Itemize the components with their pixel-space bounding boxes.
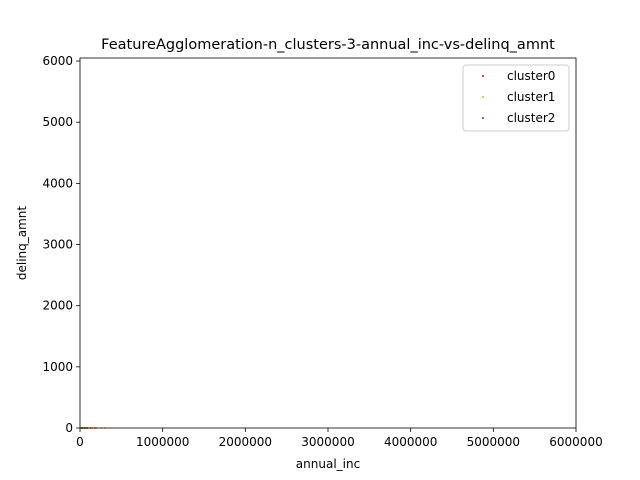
- legend-label-cluster1: cluster1: [507, 90, 555, 104]
- y-axis-label: delinq_amnt: [15, 206, 29, 281]
- legend-marker-cluster2: [482, 117, 484, 119]
- y-tick-label: 1000: [42, 360, 73, 374]
- x-tick-label: 6000000: [549, 435, 602, 449]
- y-tick-label: 0: [65, 421, 73, 435]
- legend-label-cluster0: cluster0: [507, 69, 555, 83]
- x-tick-label: 4000000: [384, 435, 437, 449]
- y-tick-label: 2000: [42, 299, 73, 313]
- y-tick-label: 5000: [42, 115, 73, 129]
- x-tick-label: 2000000: [219, 435, 272, 449]
- y-tick-label: 4000: [42, 176, 73, 190]
- x-tick-label: 0: [76, 435, 84, 449]
- chart-title: FeatureAgglomeration-n_clusters-3-annual…: [101, 37, 555, 53]
- x-tick-label: 5000000: [467, 435, 520, 449]
- data-points: [80, 427, 106, 429]
- legend-label-cluster2: cluster2: [507, 111, 555, 125]
- legend-marker-cluster0: [482, 75, 484, 77]
- legend-box: [462, 64, 570, 132]
- legend-marker-cluster1: [482, 96, 484, 98]
- x-axis-label: annual_inc: [296, 457, 360, 471]
- y-tick-label: 6000: [42, 54, 73, 68]
- legend-entries: cluster0 cluster1 cluster2: [482, 69, 555, 125]
- y-axis-ticks: 0 1000 2000 3000 4000 5000 6000: [42, 54, 80, 435]
- x-axis-ticks: 0 1000000 2000000 3000000 4000000 5000000 6000…: [76, 428, 603, 449]
- x-tick-label: 1000000: [136, 435, 189, 449]
- x-tick-label: 3000000: [301, 435, 354, 449]
- y-tick-label: 3000: [42, 238, 73, 252]
- legend: cluster0 cluster1 cluster2: [462, 64, 570, 132]
